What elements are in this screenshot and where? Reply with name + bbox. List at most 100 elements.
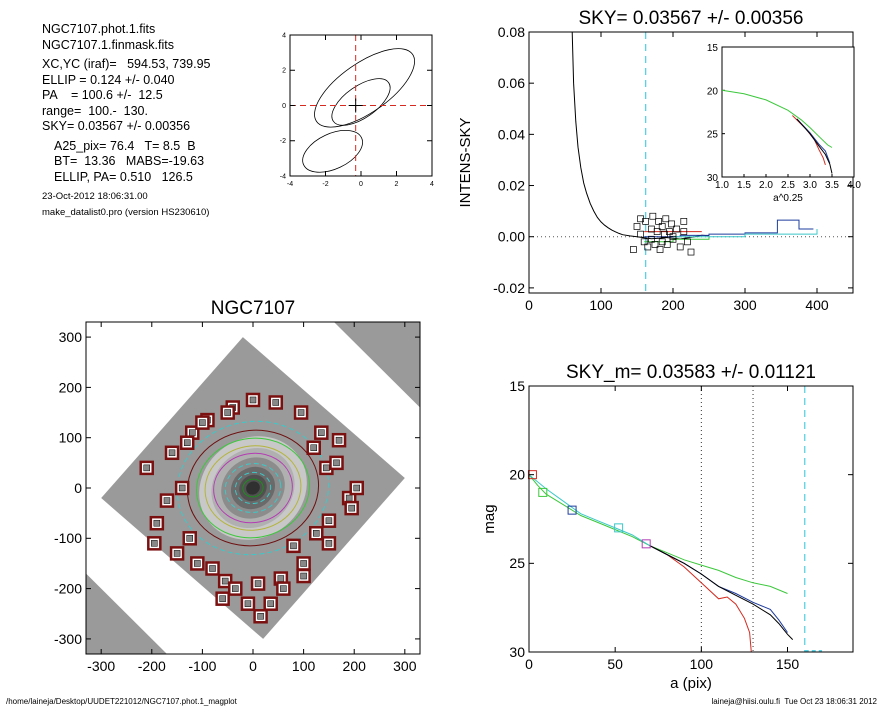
inset-x-tick-label: 3.5: [825, 180, 839, 191]
sky-box-inner: [244, 600, 252, 607]
y-tick-label: 300: [59, 329, 83, 345]
info-line: 23-Oct-2012 18:06:31.00: [42, 191, 148, 202]
x-tick-label: 150: [776, 656, 800, 672]
info-line: XC,YC (iraf)= 594.53, 739.95: [42, 57, 211, 71]
sky-sample-square: [676, 243, 684, 251]
sky-box-inner: [178, 484, 186, 492]
sky-step-series: [644, 219, 814, 238]
galaxy-parameters: A25_pix= 76.4 T= 8.5 B BT= 13.36 MABS=-19…: [42, 139, 211, 186]
sky-box-inner: [151, 540, 158, 547]
sky-sample-square: [633, 223, 641, 230]
inset-y-tick-label: 30: [707, 173, 719, 184]
sky-box-inner: [249, 396, 257, 404]
x-axis-label: a (pix): [670, 675, 712, 692]
sky-sample-square: [669, 233, 677, 241]
y-axis-label: INTENS-SKY: [457, 117, 474, 207]
sky-sample-square: [661, 230, 668, 238]
y-tick-label: 4: [282, 32, 286, 39]
sky-box-inner: [153, 519, 161, 527]
sky-box-inner: [221, 577, 229, 585]
isophote-ellipse: [186, 429, 320, 547]
mag-marker: [567, 505, 577, 515]
sky-step-series: [644, 236, 710, 243]
sky-sample-square: [637, 230, 644, 238]
contour-line: [314, 48, 415, 128]
sky-sample-square: [668, 220, 675, 228]
sky-box-inner: [143, 464, 150, 472]
sky-box-inner: [290, 542, 297, 550]
sky-sample-square: [658, 238, 666, 246]
chart-title: SKY_m= 0.03583 +/- 0.01121: [566, 362, 816, 383]
x-tick-label: 100: [690, 656, 714, 672]
x-tick-label: 4: [430, 181, 434, 188]
sky-box-inner: [163, 497, 171, 504]
sky-box-inner: [194, 560, 201, 567]
info-line: BT= 13.36 MABS=-19.63: [54, 154, 205, 168]
sky-box-inner: [277, 575, 285, 582]
isophote-ellipse: [224, 463, 282, 513]
x-tick-label: 0: [359, 181, 363, 188]
mag-profile-series: [529, 474, 650, 547]
isophote-ellipse: [204, 445, 302, 531]
sky-sample-square: [637, 215, 644, 223]
contour-line: [302, 130, 363, 173]
footer-user: laineja@hiisi.oulu.fi Tue Oct 23 18:06:3…: [711, 697, 877, 706]
y-tick-label: 0.08: [498, 24, 525, 40]
x-tick-label: 300: [733, 297, 757, 313]
y-tick-label: 0: [74, 480, 82, 496]
isophote-ellipse: [196, 437, 310, 539]
sky-sample-square: [653, 228, 661, 235]
x-tick-label: -200: [138, 658, 166, 674]
info-line: A25_pix= 76.4 T= 8.5 B: [54, 138, 196, 153]
y-axis-label: mag: [481, 504, 498, 533]
x-tick-label: 200: [343, 658, 367, 674]
x-tick-label: -100: [188, 658, 216, 674]
sky-box-inner: [254, 580, 262, 587]
sky-box-inner: [219, 595, 226, 602]
sky-box-inner: [280, 585, 287, 592]
inset-profile-series: [796, 118, 833, 174]
sky-box-inner: [173, 550, 181, 557]
sky-box-inner: [318, 429, 325, 436]
inset-x-tick-label: 4.0: [847, 180, 861, 191]
sky-box-inner: [199, 419, 206, 426]
info-line: range= 100.- 130.: [42, 103, 148, 118]
plot-frame: [528, 385, 854, 653]
sky-box-inner: [348, 504, 355, 512]
y-tick-label: 0.00: [498, 229, 525, 245]
y-tick-label: 0.02: [498, 177, 525, 193]
inset-x-tick-label: 1.0: [715, 180, 729, 191]
y-tick-label: 200: [59, 379, 83, 395]
contour-line: [331, 78, 391, 126]
sky-box-inner: [345, 494, 353, 502]
y-tick-label: -2: [280, 138, 286, 145]
sky-box-inner: [325, 517, 333, 524]
sky-box-inner: [224, 409, 231, 416]
sky-sample-square: [680, 228, 688, 235]
info-line: ELLIP = 0.124 +/- 0.040: [42, 72, 175, 87]
run-info: 23-Oct-2012 18:06:31.00 make_datalist0.pr…: [42, 189, 211, 221]
isophote-ellipse: [213, 452, 293, 524]
mag-profile-series: [649, 545, 788, 633]
info-panel: NGC7107.phot.1.fits NGC7107.1.finmask.fit…: [42, 22, 211, 221]
y-tick-label: -4: [280, 173, 286, 180]
sky-box-inner: [353, 484, 360, 492]
sky-box-inner: [333, 459, 340, 467]
intensity-profile: [571, 32, 710, 240]
sky-box-inner: [186, 535, 193, 542]
sky-step-series: [673, 229, 818, 238]
sky-box-inner: [272, 399, 280, 406]
x-tick-label: 400: [805, 297, 829, 313]
sky-box-inner: [300, 572, 307, 580]
sky-sample-square: [680, 218, 688, 225]
y-tick-label: 0: [282, 103, 286, 110]
masked-strip: [86, 573, 167, 654]
inset-x-tick-label: 3.0: [803, 180, 817, 191]
sky-box-inner: [209, 565, 216, 572]
sky-box-inner: [300, 560, 307, 567]
sky-box-inner: [232, 585, 239, 592]
x-tick-label: 200: [661, 297, 685, 313]
sky-sample-square: [640, 238, 648, 246]
y-tick-label: 0.06: [498, 75, 525, 91]
